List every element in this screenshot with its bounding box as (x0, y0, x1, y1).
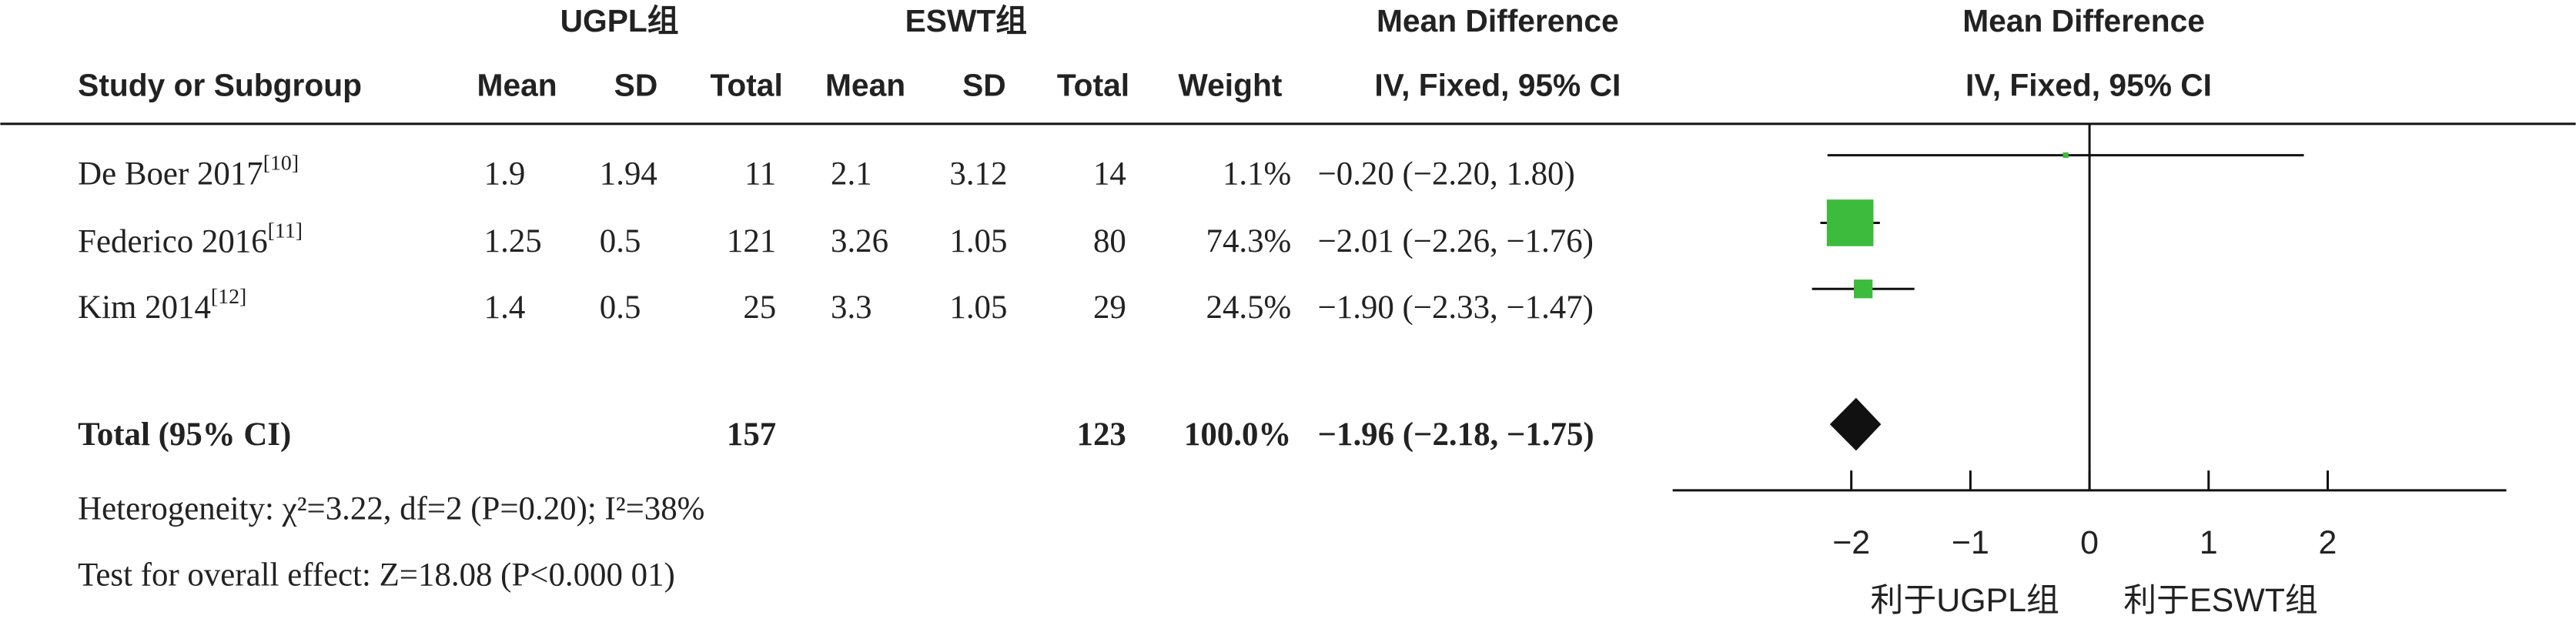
study-ref: [11] (268, 219, 303, 243)
group-header: ESWT组 (905, 3, 1027, 38)
study-name-text: Kim 2014 (78, 289, 211, 326)
total-ci: −1.96 (−2.18, −1.75) (1318, 417, 1594, 453)
cell-sd2: 1.05 (949, 223, 1007, 259)
x-tick-label: 0 (2080, 524, 2099, 561)
total-weight: 100.0% (1184, 417, 1291, 453)
study-name-text: De Boer 2017 (78, 156, 263, 192)
cell-mean2: 3.26 (831, 223, 888, 259)
study-marker (1854, 279, 1873, 299)
cell-sd1: 1.94 (600, 156, 657, 192)
cell-total2: 29 (1093, 289, 1126, 326)
cell-sd1: 0.5 (600, 223, 641, 259)
ci-label: −2.01 (−2.26, −1.76) (1318, 223, 1594, 259)
cell-mean2: 3.3 (831, 289, 872, 326)
column-header: Study or Subgroup (78, 67, 362, 102)
effect-header: IV, Fixed, 95% CI (1374, 67, 1621, 102)
group-header: UGPL组 (560, 3, 679, 38)
cell-total2: 14 (1093, 156, 1126, 192)
column-header: SD (962, 67, 1006, 102)
weight: 24.5% (1206, 289, 1292, 326)
study-marker (2062, 152, 2069, 159)
x-tick-label: 1 (2200, 524, 2218, 561)
plot-header: IV, Fixed, 95% CI (1965, 67, 2212, 102)
x-tick-label: 2 (2319, 524, 2337, 561)
cell-total1: 11 (744, 156, 776, 192)
x-tick-label: −2 (1832, 524, 1870, 561)
heterogeneity: Heterogeneity: χ²=3.22, df=2 (P=0.20); I… (78, 491, 704, 527)
cell-total1: 121 (727, 223, 776, 259)
x-tick-label: −1 (1952, 524, 1989, 561)
study-ref: [10] (263, 152, 299, 176)
overall-effect: Test for overall effect: Z=18.08 (P<0.00… (78, 557, 675, 593)
favours-right: 利于ESWT组 (2123, 582, 2317, 619)
total-diamond (1829, 397, 1882, 451)
effect-header: Mean Difference (1377, 3, 1619, 38)
ci-label: −1.90 (−2.33, −1.47) (1318, 289, 1594, 326)
cell-total2: 80 (1093, 223, 1126, 259)
plot-header: Mean Difference (1962, 3, 2205, 38)
weight: 1.1% (1223, 156, 1291, 192)
ci-label: −0.20 (−2.20, 1.80) (1318, 156, 1575, 192)
study-name: De Boer 2017[10] (78, 152, 299, 192)
total-n1: 157 (727, 417, 776, 453)
study-name: Kim 2014[12] (78, 286, 246, 326)
cell-sd2: 3.12 (949, 156, 1007, 192)
cell-mean1: 1.4 (484, 289, 526, 326)
weight: 74.3% (1206, 223, 1292, 259)
cell-sd2: 1.05 (949, 289, 1007, 326)
cell-mean1: 1.25 (484, 223, 542, 259)
column-header: Weight (1178, 67, 1282, 102)
total-name: Total (95% CI) (78, 417, 291, 453)
column-header: Total (711, 67, 783, 102)
cell-mean1: 1.9 (484, 156, 526, 192)
study-ref: [12] (211, 286, 246, 309)
study-name-text: Federico 2016 (78, 223, 267, 259)
cell-total1: 25 (743, 289, 776, 326)
study-marker (1826, 199, 1874, 246)
cell-sd1: 0.5 (600, 289, 641, 326)
column-header: Total (1057, 67, 1129, 102)
column-header: SD (614, 67, 658, 102)
column-header: Mean (825, 67, 905, 102)
favours-left: 利于UGPL组 (1870, 582, 2059, 619)
study-name: Federico 2016[11] (78, 219, 303, 259)
cell-mean2: 2.1 (831, 156, 872, 192)
column-header: Mean (477, 67, 557, 102)
total-n2: 123 (1077, 417, 1126, 453)
